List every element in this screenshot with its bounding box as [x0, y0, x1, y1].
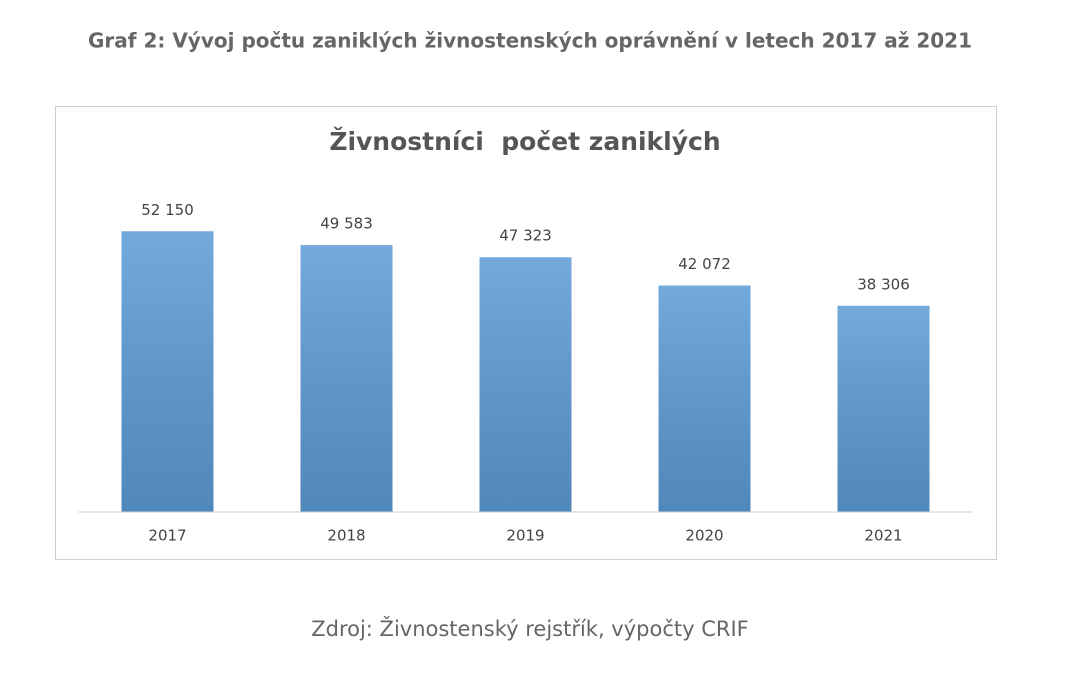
source: Zdroj: Živnostenský rejstřík, výpočty CR… — [311, 616, 749, 641]
x-tick-label: 2019 — [506, 527, 544, 545]
value-label: 38 306 — [857, 275, 910, 293]
bar — [837, 305, 930, 512]
heading: Graf 2: Vývoj počtu zaniklých živnostens… — [88, 29, 972, 53]
x-tick-label: 2018 — [327, 527, 365, 545]
value-label: 47 323 — [499, 227, 552, 245]
x-tick-label: 2017 — [148, 527, 186, 545]
bar — [658, 285, 751, 512]
chart-title: Živnostníci počet zaniklých — [329, 127, 720, 156]
value-label: 52 150 — [141, 201, 194, 219]
bar — [300, 245, 393, 512]
value-label: 42 072 — [678, 255, 731, 273]
x-tick-label: 2020 — [685, 527, 723, 545]
value-label: 49 583 — [320, 215, 373, 233]
bar — [121, 231, 214, 513]
bar — [479, 257, 572, 512]
x-tick-label: 2021 — [864, 527, 902, 545]
